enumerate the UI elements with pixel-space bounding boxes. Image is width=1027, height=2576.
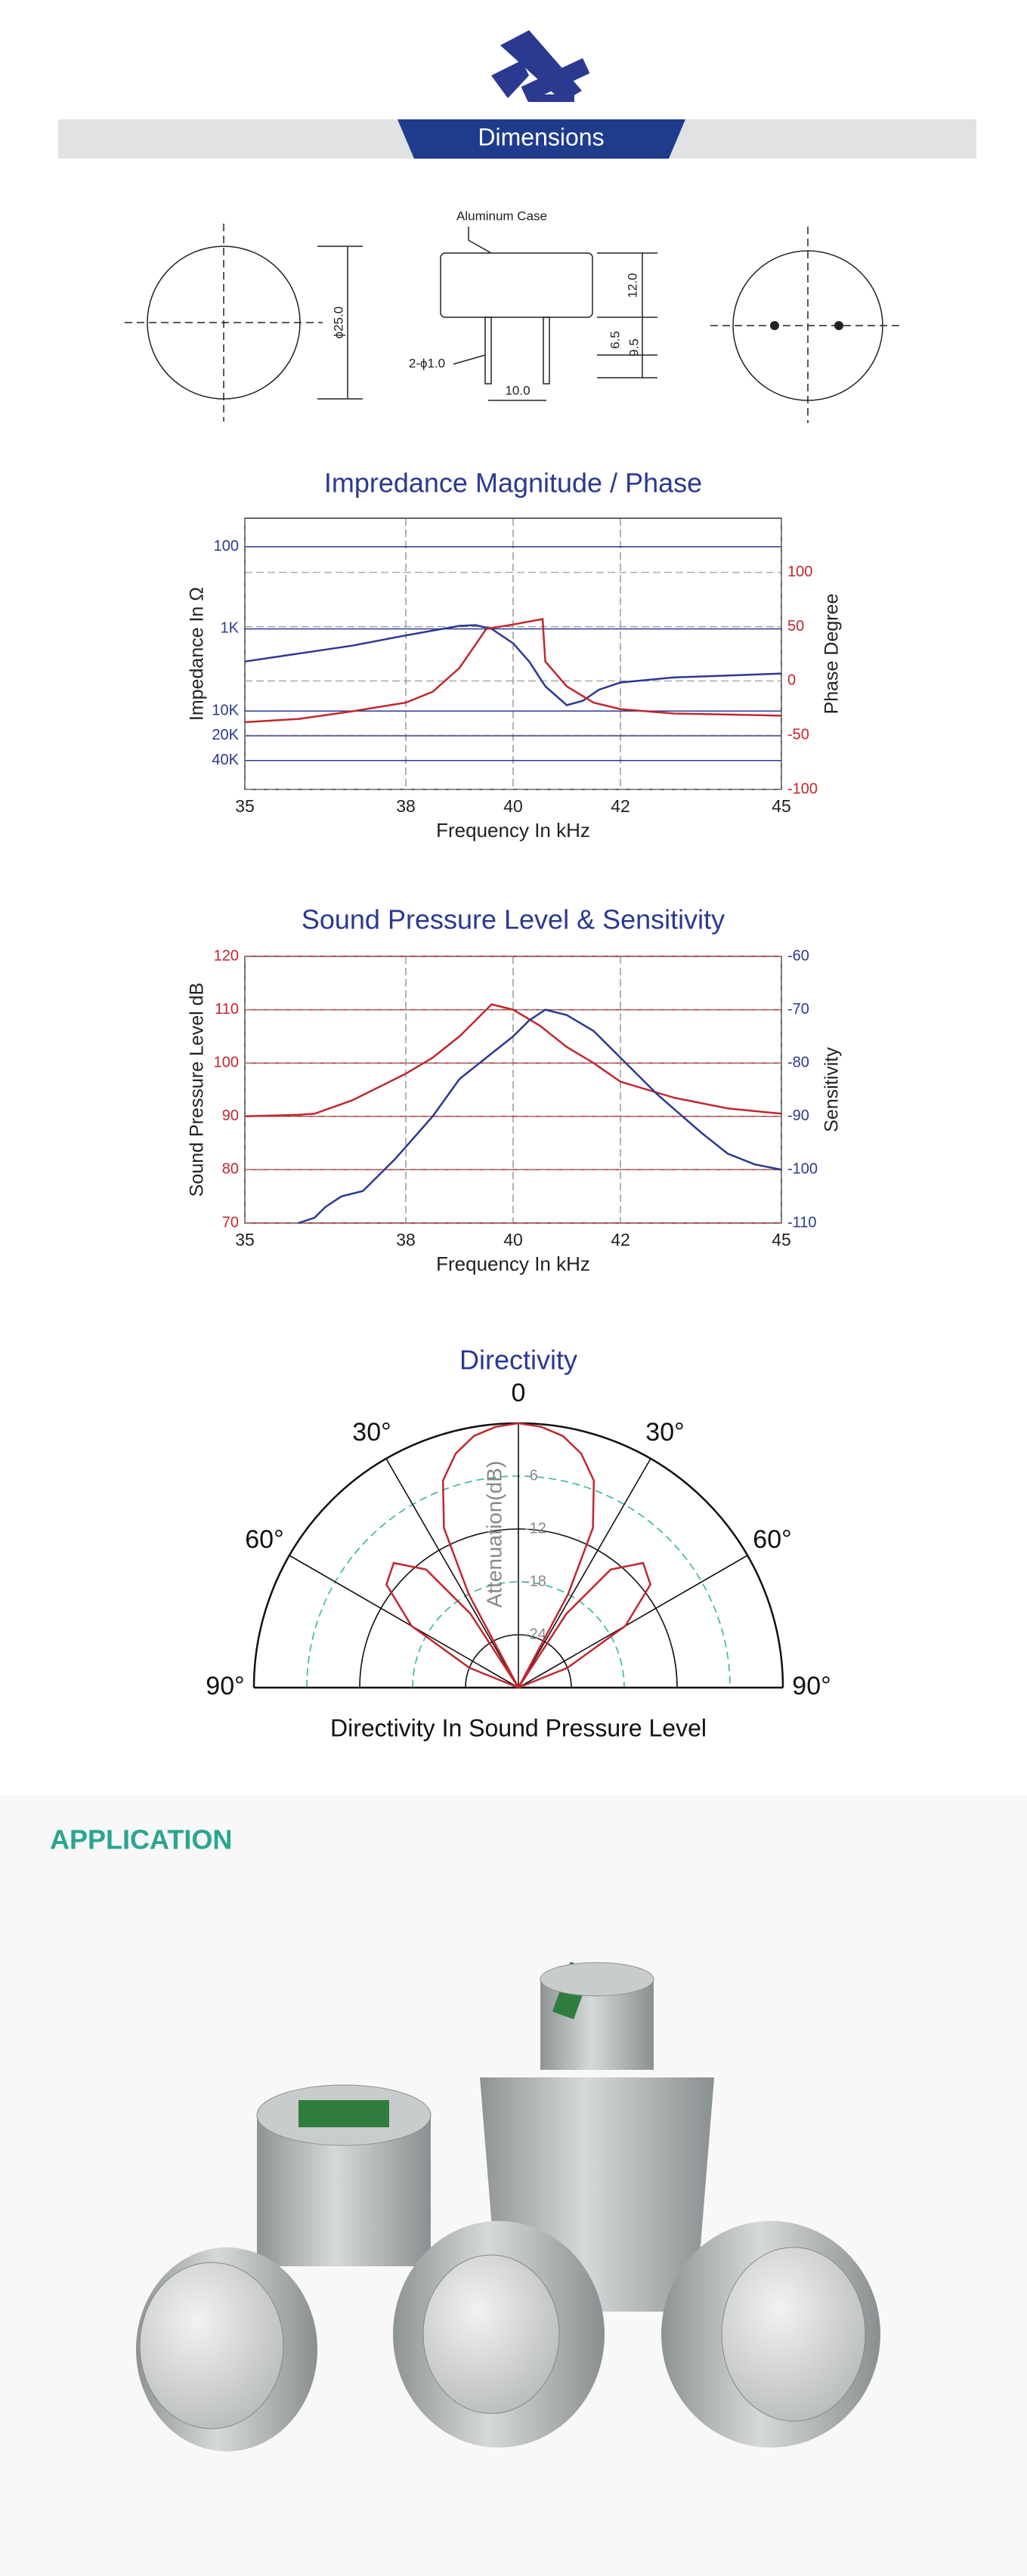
r-grid-ring <box>412 1581 625 1688</box>
y2-tick-label: -50 <box>787 726 809 743</box>
y2-tick-label: 100 <box>787 564 812 580</box>
y-tick-label: 40K <box>212 752 239 768</box>
banner-tab <box>397 119 685 159</box>
y2-tick-label: -110 <box>787 1214 817 1231</box>
r-axis-label: Attenuation(dB) <box>482 1461 506 1608</box>
x-axis-label: Directivity In Sound Pressure Level <box>330 1714 707 1741</box>
y2-axis-label: Sensitivity <box>821 1047 843 1132</box>
y-tick-label: 110 <box>215 1001 239 1018</box>
application-title: APPLICATION <box>50 1824 232 1855</box>
product-photo <box>136 1961 880 2451</box>
dim-case-label: Aluminum Case <box>456 208 547 223</box>
y-tick-label: 10K <box>212 703 239 719</box>
x-tick-label: 38 <box>396 796 416 816</box>
dim-diameter: ϕ25.0 <box>331 307 345 339</box>
y2-axis-label: Phase Degree <box>821 594 843 715</box>
series-line <box>244 624 782 706</box>
y2-tick-label: -80 <box>787 1054 809 1070</box>
x-tick-label: 42 <box>611 1230 630 1249</box>
y2-tick-label: 0 <box>787 672 796 689</box>
theta-tick-label: 60° <box>245 1525 283 1554</box>
r-tick-label: -18 <box>524 1573 546 1589</box>
dim-height: 12.0 <box>625 273 639 298</box>
series-line <box>244 618 782 724</box>
y-axis-label: Sound Pressure Level dB <box>187 983 208 1197</box>
y2-tick-label: -100 <box>787 1161 818 1178</box>
dim-pins: 2-ϕ1.0 <box>409 356 445 370</box>
theta-tick-label: 0 <box>512 1379 526 1407</box>
logo <box>491 30 590 102</box>
dim-pin-spacing: 10.0 <box>505 383 530 397</box>
r-tick-label: -12 <box>524 1520 546 1537</box>
x-tick-label: 40 <box>503 1230 523 1249</box>
theta-spoke <box>518 1458 651 1688</box>
y-tick-label: 90 <box>222 1107 239 1124</box>
theta-tick-label: 60° <box>753 1525 791 1554</box>
x-tick-label: 40 <box>503 796 523 816</box>
y-tick-label: 120 <box>214 947 239 964</box>
y-tick-label: 100 <box>214 538 239 554</box>
x-tick-label: 35 <box>235 796 255 816</box>
x-axis-label: Frequency In kHz <box>436 1252 590 1275</box>
chart-title: Impredance Magnitude / Phase <box>324 468 702 499</box>
x-tick-label: 45 <box>772 1230 791 1249</box>
dim-pin-a: 6.5 <box>608 331 622 349</box>
chart-title: Sound Pressure Level & Sensitivity <box>302 904 725 935</box>
x-tick-label: 38 <box>396 1230 416 1249</box>
y-axis-label: Impedance In Ω <box>187 587 208 721</box>
x-axis-label: Frequency In kHz <box>436 819 590 842</box>
y-tick-label: 100 <box>214 1054 239 1070</box>
directivity-line <box>385 1422 652 1689</box>
theta-tick-label: 90° <box>792 1672 831 1700</box>
x-tick-label: 45 <box>772 796 791 816</box>
theta-tick-label: 90° <box>206 1672 244 1700</box>
x-tick-label: 42 <box>611 796 630 816</box>
theta-spoke <box>518 1555 748 1688</box>
y-tick-label: 70 <box>222 1214 239 1231</box>
plot-frame <box>244 517 782 790</box>
r-tick-label: -6 <box>524 1467 538 1484</box>
x-tick-label: 35 <box>235 1230 255 1249</box>
y2-tick-label: 50 <box>787 618 804 635</box>
y-tick-label: 20K <box>212 727 239 743</box>
r-tick-label: -24 <box>524 1626 546 1642</box>
theta-spoke <box>385 1458 519 1688</box>
y-tick-label: 80 <box>222 1161 239 1178</box>
y2-tick-label: -100 <box>787 780 818 797</box>
theta-spoke <box>289 1555 519 1688</box>
theta-tick-label: 30° <box>645 1418 684 1447</box>
dim-pin-b: 9.5 <box>626 338 641 357</box>
theta-tick-label: 30° <box>352 1418 391 1447</box>
chart-title: Directivity <box>459 1345 577 1376</box>
y-tick-label: 1K <box>221 620 240 637</box>
section-title: Dimensions <box>478 123 604 150</box>
series-line <box>298 1008 782 1225</box>
y2-tick-label: -60 <box>787 947 809 964</box>
dimension-drawing: ϕ25.0 Aluminum Case 2-ϕ1.0 10.0 12.0 6.5… <box>125 208 903 423</box>
y2-tick-label: -90 <box>787 1107 809 1124</box>
series-line <box>244 1003 782 1118</box>
y2-tick-label: -70 <box>787 1001 809 1018</box>
